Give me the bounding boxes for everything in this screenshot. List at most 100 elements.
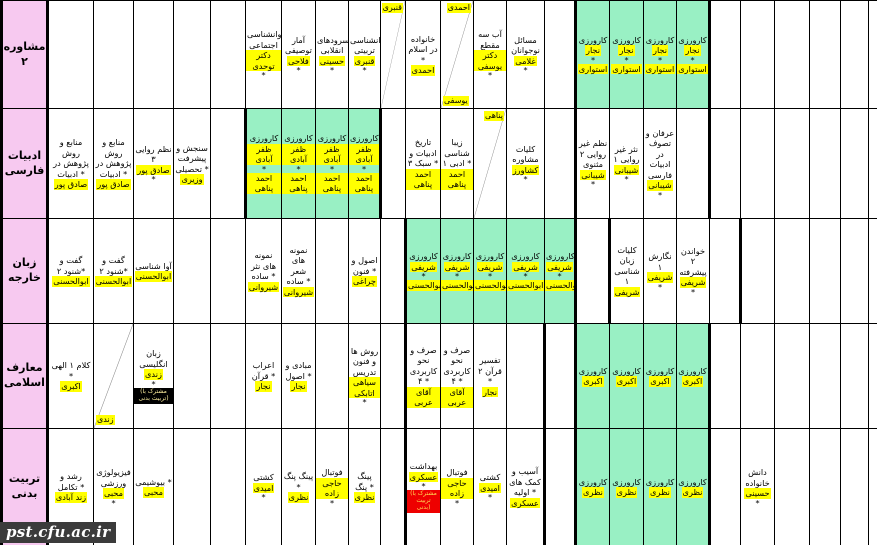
course-cell[interactable]: کلیات زبان شناسی ۱ شریفی	[608, 218, 644, 324]
teacher-name-secondary: استواری	[677, 63, 707, 75]
internship-cell[interactable]: کارورزی نجار * استواری	[609, 0, 644, 109]
internship-cell[interactable]: کارورزی نظری	[643, 428, 677, 545]
course-cell[interactable]: زبان انگلیسی زندی * (مشترک با تربیت بدنی)	[133, 323, 174, 429]
course-cell[interactable]: پینگ پنگ * نظری	[281, 428, 316, 545]
course-cell[interactable]: سرودهای انقلابی حسینی *	[315, 0, 349, 109]
separator-mark: *	[657, 281, 663, 292]
course-cell[interactable]: بهداشت عسکری * (مشترک با تربیت بدنی)	[404, 428, 441, 545]
internship-cell[interactable]: کارورزی نظری	[574, 428, 610, 545]
course-cell[interactable]: بیوشیمی * محبی	[133, 428, 174, 545]
internship-cell[interactable]: کارورزی ظفر آبادی * احمد پناهی	[281, 108, 316, 219]
course-title: کارورزی	[284, 133, 313, 144]
course-title: کارورزی	[578, 34, 608, 45]
separator-mark: *	[523, 271, 528, 282]
internship-cell[interactable]: کارورزی اکبری	[643, 323, 677, 429]
course-cell[interactable]: عرفان و تصوف در ادبیات فارسی شیبانی *	[643, 108, 677, 219]
internship-cell[interactable]: کارورزی ظفر آبادی * احمد پناهی	[315, 108, 349, 219]
course-cell[interactable]: دانش خانواده حسینی *	[740, 428, 775, 545]
course-cell[interactable]: منابع و روش پژوهش در ادبیات * صادق پور	[93, 108, 134, 219]
teacher-name: شیروانی	[247, 281, 280, 292]
course-cell[interactable]: پینگ پنگ * نظری	[348, 428, 381, 545]
course-cell[interactable]: نظم غیر روایی ۲ مثنوی شیبانی *	[574, 108, 610, 219]
course-cell[interactable]: نثر غیر روایی ۱ شیبانی *	[609, 108, 644, 219]
course-cell[interactable]: اصول و فنون * چراغی	[348, 218, 381, 324]
teacher-name: فلاحی	[287, 55, 310, 67]
course-cell[interactable]: تاریخ ادبیات و سبک ۳ * احمد پناهی	[405, 108, 441, 219]
internship-cell[interactable]: کارورزی نجار * استواری	[676, 0, 711, 109]
internship-cell[interactable]: کارورزی اکبری	[609, 323, 644, 429]
teacher-name: ابوالحسنی	[94, 276, 133, 287]
course-cell[interactable]: آوا شناسی ابوالحسنی	[133, 218, 174, 324]
course-cell[interactable]: خانواده در اسلام * احمدی	[405, 0, 441, 109]
internship-cell[interactable]: کارورزی نجار * استواری	[574, 0, 610, 109]
course-cell[interactable]: تفسیر قرآن ۲ * نجار	[473, 323, 507, 429]
internship-cell[interactable]: کارورزی اکبری	[574, 323, 610, 429]
course-cell[interactable]: نمونه های شعر ساده * شیروانی	[281, 218, 316, 324]
row-header-3: معارف اسلامی	[0, 323, 49, 429]
diagonal-cell[interactable]: پناهی	[473, 108, 507, 219]
teacher-name: صادق پور	[53, 179, 89, 190]
course-title: نظم غیر روایی ۲ مثنوی	[578, 138, 608, 170]
course-cell[interactable]: نظم روایی ۳ صادق پور *	[133, 108, 174, 219]
course-cell[interactable]: نگارش ۱ شریفی *	[643, 218, 677, 324]
course-cell[interactable]: آب سه مقطع دکتر یوسفی *	[473, 0, 507, 109]
course-cell[interactable]: نمونه های نثر ساده * شیروانی	[245, 218, 282, 324]
course-cell[interactable]: گفت و شنود ۲* ابوالحسنی	[93, 218, 134, 324]
internship-cell[interactable]: کارورزی نجار * استواری	[643, 0, 677, 109]
separator-mark: *	[421, 481, 426, 492]
course-cell[interactable]: منابع و روش پژوهش در ادبیات * صادق پور	[47, 108, 94, 219]
course-cell[interactable]: فوتبال حاجی زاده *	[440, 428, 474, 545]
internship-cell[interactable]: کارورزی نظری	[676, 428, 711, 545]
course-title: دانش خانواده	[745, 467, 770, 488]
watermark-text: pst.cfu.ac.ir	[6, 523, 111, 541]
teacher-name: شریفی	[546, 261, 573, 273]
course-cell[interactable]: خواندن ۲ پیشرفته شریفی *	[676, 218, 710, 324]
course-cell[interactable]: مسائل نوجوانان غلامی *	[506, 0, 545, 109]
internship-cell[interactable]: کارورزی اکبری	[676, 323, 711, 429]
course-cell[interactable]: صرف و نحو کاربردی ۴ * آقای عربی	[440, 323, 474, 429]
empty-cell	[315, 218, 349, 324]
course-title: کارورزی	[645, 34, 675, 45]
course-cell[interactable]: کشتی امیدی *	[245, 428, 282, 545]
course-cell[interactable]: مبادی و اصول * نجار	[281, 323, 316, 429]
internship-cell[interactable]: کارورزی ظفر آبادی * احمد پناهی	[244, 108, 282, 219]
course-cell[interactable]: آسیب و کمک های اولیه * عسکری	[506, 428, 546, 545]
teacher-name: نجار	[481, 386, 498, 397]
course-cell[interactable]: زیبا شناسی ادبی ۱ * احمد پناهی	[440, 108, 474, 219]
empty-cell	[173, 323, 211, 429]
course-cell[interactable]: کلام ۱ الهی * اکبری	[47, 323, 94, 429]
course-cell[interactable]: صرف و نحو کاربردی ۴ * آقای عربی	[404, 323, 441, 429]
diagonal-cell[interactable]: قنبری	[380, 0, 406, 109]
teacher-name: نظری	[649, 487, 671, 498]
course-title: روانشناسی تربیتی	[350, 34, 381, 56]
internship-cell[interactable]: کارورزی ظفر آبادی * احمد پناهی	[348, 108, 382, 219]
course-cell[interactable]: سنجش و پیشرفت تحصیلی * وزیری	[173, 108, 211, 219]
course-title: کارورزی	[612, 365, 641, 376]
course-cell[interactable]: اعراب قرآن * نجار	[245, 323, 282, 429]
course-cell[interactable]: گفت و شنود ۲* ابوالحسنی	[47, 218, 94, 324]
teacher-name-secondary: استواری	[644, 63, 676, 75]
course-cell[interactable]: کشتی امیدی *	[473, 428, 507, 545]
course-cell[interactable]: کلیات مشاوره کشاورز *	[506, 108, 545, 219]
diagonal-cell[interactable]: احمدی یوسفی	[440, 0, 474, 109]
separator-mark: *	[590, 179, 596, 190]
row-header-2: زبان خارجه	[0, 218, 49, 324]
teacher-name: حسینی	[744, 488, 771, 499]
diagonal-cell[interactable]: زندی	[93, 323, 134, 429]
internship-cell[interactable]: کارورزی نظری	[609, 428, 644, 545]
teacher-name: حاجی زاده	[441, 477, 473, 499]
course-cell[interactable]: فوتبال حاجی زاده *	[315, 428, 349, 545]
course-cell[interactable]: روش ها و فنون تدریس سیاهی اتابکی *	[348, 323, 381, 429]
course-cell[interactable]: آمار توصیفی فلاحی *	[281, 0, 316, 109]
empty-cell	[173, 218, 211, 324]
teacher-name-secondary: احمد پناهی	[248, 172, 281, 194]
course-title: روش ها و فنون تدریس	[350, 345, 379, 377]
